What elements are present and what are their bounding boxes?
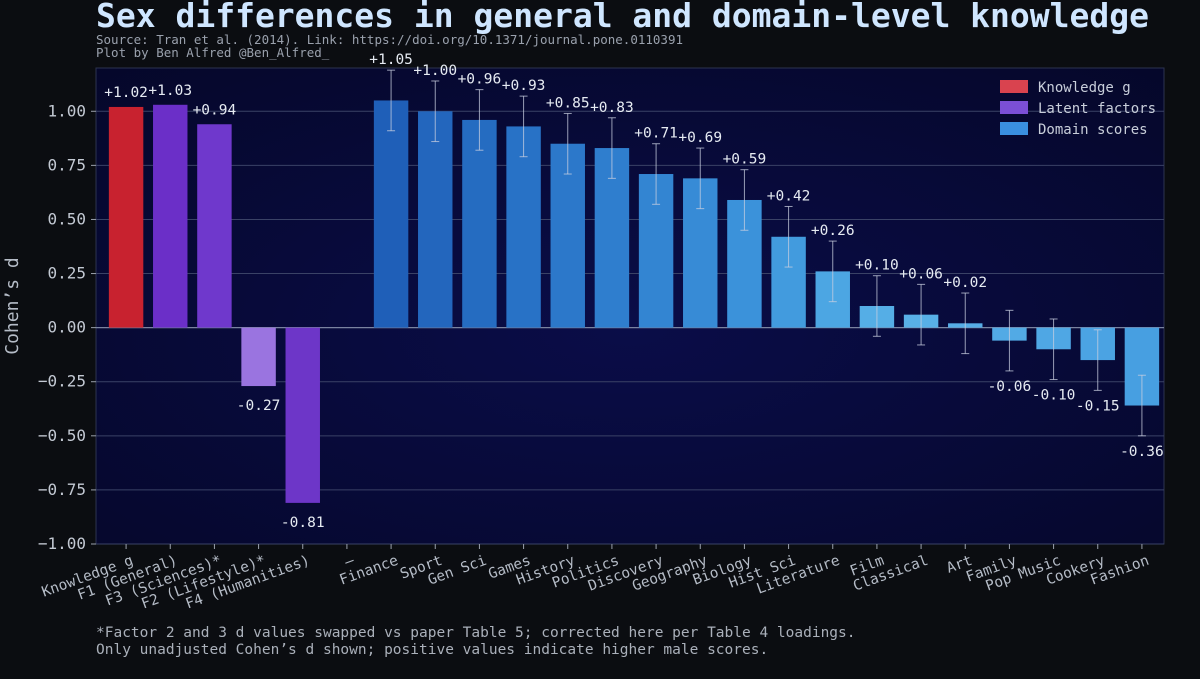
data-label: +0.06 bbox=[899, 266, 943, 282]
footnote-2: Only unadjusted Cohen’s d shown; positiv… bbox=[96, 642, 769, 658]
data-label: -0.27 bbox=[237, 398, 281, 414]
data-label: +0.02 bbox=[943, 275, 987, 291]
bar-sport bbox=[418, 111, 453, 328]
legend-swatch bbox=[1000, 122, 1028, 135]
data-label: -0.15 bbox=[1076, 398, 1120, 414]
bar-finance bbox=[373, 100, 409, 328]
y-tick-label: 0.50 bbox=[47, 209, 86, 228]
data-label: +1.03 bbox=[148, 83, 192, 99]
plot-area bbox=[95, 67, 1165, 545]
bar-f2-lifestyle- bbox=[241, 327, 276, 387]
y-tick-label: 0.00 bbox=[47, 318, 86, 337]
data-label: +0.93 bbox=[502, 78, 546, 94]
chart-title: Sex differences in general and domain-le… bbox=[96, 0, 1149, 35]
legend-label: Latent factors bbox=[1038, 101, 1156, 117]
data-label: +0.94 bbox=[193, 102, 237, 118]
data-label: +1.00 bbox=[413, 63, 457, 79]
data-label: +0.26 bbox=[811, 223, 855, 239]
legend-label: Knowledge g bbox=[1038, 80, 1131, 96]
data-label: +0.96 bbox=[458, 72, 502, 88]
data-label: +0.71 bbox=[634, 126, 678, 142]
legend-swatch bbox=[1000, 80, 1028, 93]
data-label: -0.06 bbox=[988, 379, 1032, 395]
y-axis-label: Cohen’s d bbox=[2, 257, 23, 355]
data-label: +1.05 bbox=[369, 52, 413, 68]
y-tick-label: 0.75 bbox=[47, 155, 86, 174]
bar-f3-sciences- bbox=[197, 124, 232, 328]
y-tick-label: −0.50 bbox=[38, 426, 86, 445]
legend-label: Domain scores bbox=[1038, 122, 1148, 138]
bar-gen-sci bbox=[462, 119, 497, 328]
bar-games bbox=[506, 126, 541, 328]
bars-group: +1.02 +1.03+0.94 -0.27 -0.81 +1.05+1.00+0.96… bbox=[104, 52, 1163, 531]
legend: Knowledge g Latent factors Domain scores bbox=[1000, 80, 1156, 138]
gridlines bbox=[96, 110, 1164, 545]
data-label: +0.10 bbox=[855, 258, 899, 274]
data-label: +0.69 bbox=[678, 130, 722, 146]
y-tick-label: 1.00 bbox=[47, 101, 86, 120]
data-label: +0.83 bbox=[590, 100, 634, 116]
data-label: +1.02 bbox=[104, 85, 148, 101]
data-label: -0.36 bbox=[1120, 444, 1164, 460]
x-axis-ticks: Knowledge gF1 (General)F3 (Sciences)*F2 … bbox=[40, 544, 1151, 613]
data-label: -0.10 bbox=[1032, 388, 1076, 404]
data-label: +0.59 bbox=[723, 152, 767, 168]
bar-knowledge-g bbox=[108, 106, 144, 328]
y-tick-label: 0.25 bbox=[47, 264, 86, 283]
y-tick-label: −0.75 bbox=[38, 480, 86, 499]
data-label: +0.85 bbox=[546, 95, 590, 111]
data-label: -0.81 bbox=[281, 515, 325, 531]
y-axis-ticks: 1.00 0.75 0.50 0.25 0.00 −0.25 −0.50 −0.75 −1.00 bbox=[38, 101, 96, 553]
legend-swatch bbox=[1000, 101, 1028, 114]
footnote-1: *Factor 2 and 3 d values swapped vs pape… bbox=[96, 625, 856, 641]
data-label: +0.42 bbox=[767, 188, 811, 204]
bar-f1-general- bbox=[153, 104, 188, 328]
y-tick-label: −0.25 bbox=[38, 372, 86, 391]
source-line: Source: Tran et al. (2014). Link: https:… bbox=[96, 32, 683, 47]
bar-f4-humanities- bbox=[285, 327, 320, 503]
credit-line: Plot by Ben Alfred @Ben_Alfred_ bbox=[96, 45, 330, 60]
y-tick-label: −1.00 bbox=[38, 534, 86, 553]
